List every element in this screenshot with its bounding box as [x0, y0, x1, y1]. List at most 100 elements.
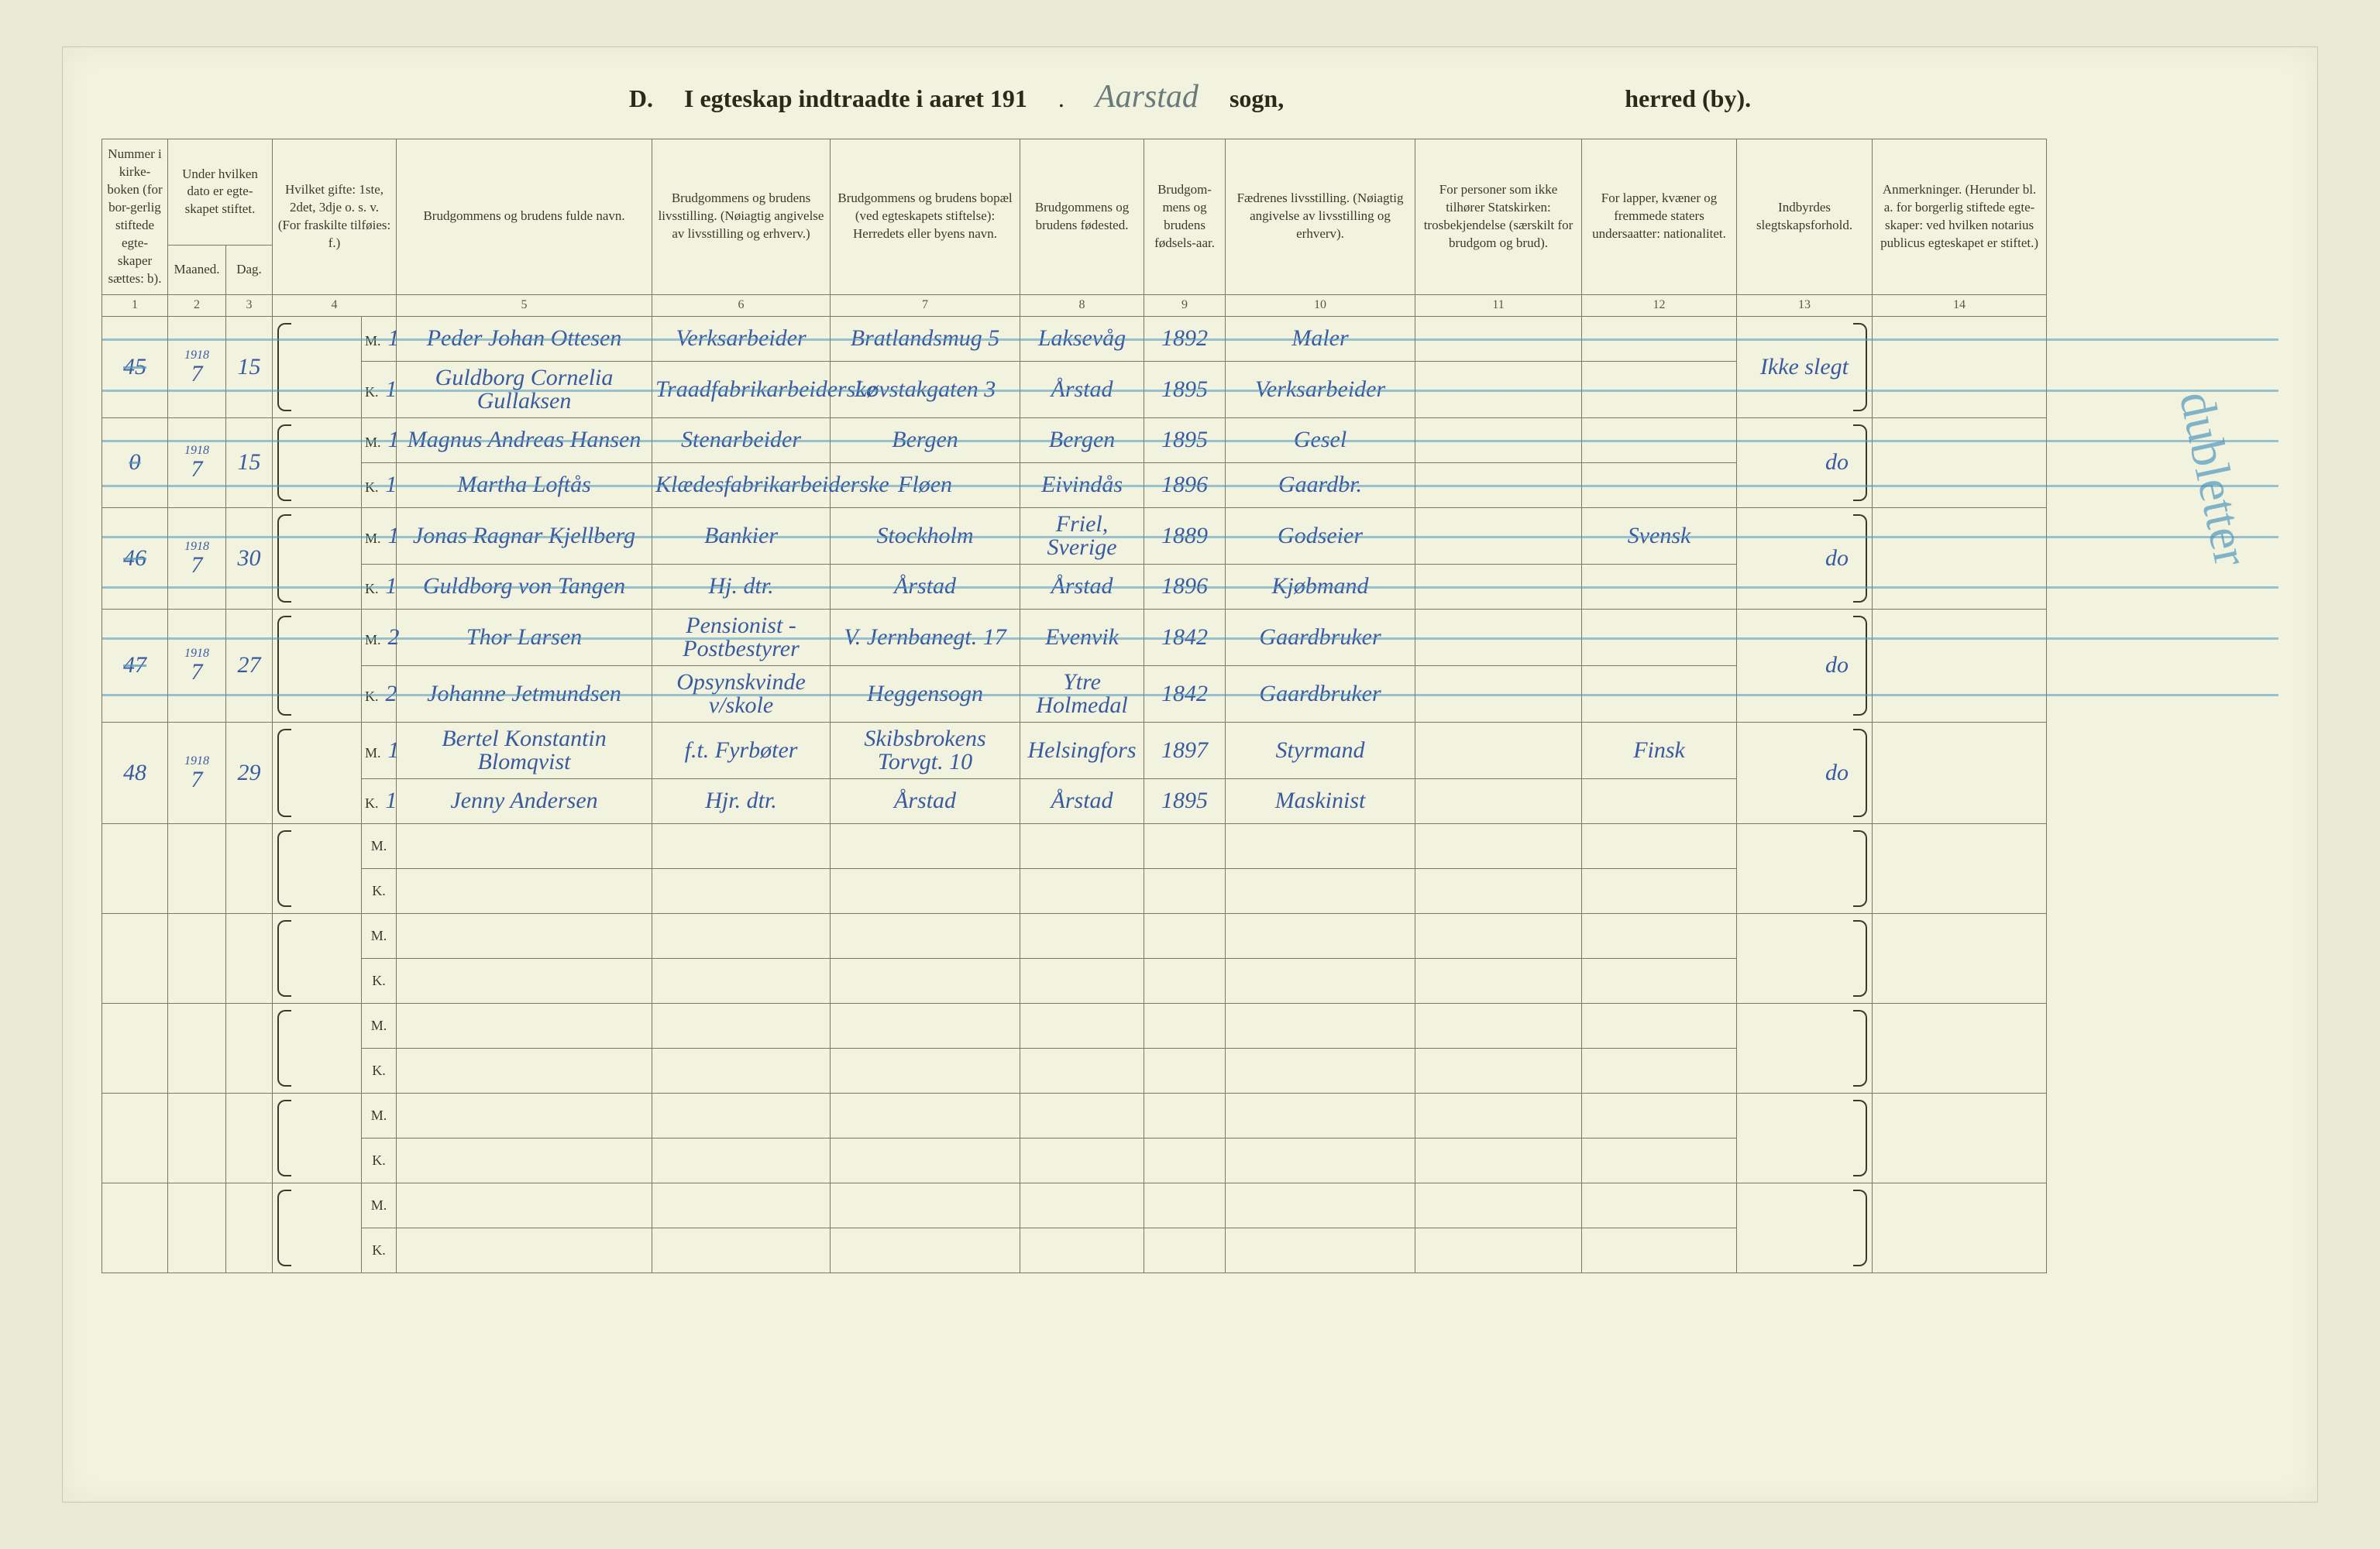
bride-birthyear: 1895 [1144, 361, 1226, 417]
empty-cell [1226, 913, 1415, 958]
bride-name: Johanne Jetmundsen [397, 665, 652, 722]
groom-birthyear: 1895 [1144, 417, 1226, 462]
col-header-4: Hvilket gifte: 1ste, 2det, 3dje o. s. v.… [273, 139, 397, 295]
entry-number: 48 [102, 722, 168, 823]
page-title-line: D. I egteskap indtraadte i aaret 191 . A… [101, 78, 2279, 115]
col-header-10: Fædrenes livsstilling. (Nøiagtig angivel… [1226, 139, 1415, 295]
empty-cell [1144, 823, 1226, 868]
bride-residence: Heggensogn [831, 665, 1020, 722]
empty-cell [1020, 1228, 1144, 1273]
empty-cell [1582, 913, 1737, 958]
entry-month: 19187 [168, 507, 226, 609]
groom-occupation: Verksarbeider [652, 316, 831, 361]
table-body: 451918715M. 1Peder Johan OttesenVerksarb… [102, 316, 2279, 1273]
bride-birthplace: Ytre Holmedal [1020, 665, 1144, 722]
mk-bride: K. 2 [362, 665, 397, 722]
empty-cell [1226, 1228, 1415, 1273]
empty-day [226, 1183, 273, 1273]
empty-col14 [1873, 913, 2047, 1003]
bride-birthplace: Årstad [1020, 778, 1144, 823]
groom-birthplace: Laksevåg [1020, 316, 1144, 361]
groom-birthyear: 1842 [1144, 609, 1226, 665]
entry-day: 15 [226, 316, 273, 417]
title-sogn: sogn, [1230, 84, 1284, 113]
bride-occupation: Hjr. dtr. [652, 778, 831, 823]
groom-name: Magnus Andreas Hansen [397, 417, 652, 462]
empty-cell [652, 868, 831, 913]
entry-month: 19187 [168, 316, 226, 417]
col-header-8: Brudgommens og brudens fødested. [1020, 139, 1144, 295]
empty-month [168, 1093, 226, 1183]
bracket-right [1737, 1183, 1873, 1273]
bride-occupation: Traadfabrikarbeiderske [652, 361, 831, 417]
col11-bride [1415, 778, 1582, 823]
empty-cell [1144, 1048, 1226, 1093]
empty-cell [1415, 958, 1582, 1003]
empty-cell [1415, 1003, 1582, 1048]
empty-cell [1020, 1093, 1144, 1138]
groom-father-occ: Maler [1226, 316, 1415, 361]
empty-cell [831, 913, 1020, 958]
groom-residence: Skibsbrokens Torvgt. 10 [831, 722, 1020, 778]
col14 [1873, 722, 2047, 823]
bracket-left [273, 913, 362, 1003]
mk-bride: K. 1 [362, 564, 397, 609]
empty-cell [397, 1093, 652, 1138]
entry-day: 15 [226, 417, 273, 507]
groom-birthplace: Bergen [1020, 417, 1144, 462]
col14 [1873, 316, 2047, 417]
empty-cell [1226, 1093, 1415, 1138]
groom-birthplace: Evenvik [1020, 609, 1144, 665]
bride-birthyear: 1896 [1144, 564, 1226, 609]
mk-groom: M. 2 [362, 609, 397, 665]
empty-cell [1020, 958, 1144, 1003]
entry-row-groom: 471918727M. 2Thor LarsenPensionist - Pos… [102, 609, 2279, 665]
entry-row-groom: 01918715M. 1Magnus Andreas HansenStenarb… [102, 417, 2279, 462]
bride-birthplace: Årstad [1020, 564, 1144, 609]
empty-cell [397, 868, 652, 913]
empty-cell [1144, 913, 1226, 958]
bride-father-occ: Kjøbmand [1226, 564, 1415, 609]
empty-cell [1415, 868, 1582, 913]
bride-birthyear: 1896 [1144, 462, 1226, 507]
empty-cell [1415, 1093, 1582, 1138]
groom-residence: V. Jernbanegt. 17 [831, 609, 1020, 665]
bride-residence: Løvstakgaten 3 [831, 361, 1020, 417]
empty-cell [1020, 823, 1144, 868]
col12-bride [1582, 564, 1737, 609]
bride-occupation: Opsynskvinde v/skole [652, 665, 831, 722]
empty-cell [397, 1228, 652, 1273]
empty-month [168, 823, 226, 913]
empty-cell [397, 823, 652, 868]
col12-groom [1582, 316, 1737, 361]
bracket-right [1737, 823, 1873, 913]
mk-groom: M. 1 [362, 417, 397, 462]
bride-residence: Årstad [831, 564, 1020, 609]
empty-cell [1144, 868, 1226, 913]
mk-empty: K. [362, 1138, 397, 1183]
empty-cell [1415, 1048, 1582, 1093]
col12-bride [1582, 361, 1737, 417]
empty-row: M. [102, 1093, 2279, 1138]
entry-day: 29 [226, 722, 273, 823]
bracket-left [273, 722, 362, 823]
title-main: I egteskap indtraadte i aaret 191 [684, 84, 1027, 113]
empty-cell [1415, 1228, 1582, 1273]
empty-cell [397, 1003, 652, 1048]
empty-cell [1582, 1138, 1737, 1183]
entry-month: 19187 [168, 609, 226, 722]
col11-bride [1415, 361, 1582, 417]
empty-cell [1226, 823, 1415, 868]
col14 [1873, 609, 2047, 722]
bracket-right: Ikke slegt [1737, 316, 1873, 417]
empty-cell [831, 1003, 1020, 1048]
groom-occupation: Bankier [652, 507, 831, 564]
groom-occupation: f.t. Fyrbøter [652, 722, 831, 778]
title-prefix: D. [629, 84, 653, 113]
register-page: D. I egteskap indtraadte i aaret 191 . A… [62, 46, 2318, 1503]
bride-name: Guldborg Cornelia Gullaksen [397, 361, 652, 417]
empty-cell [1020, 1048, 1144, 1093]
bracket-left [273, 507, 362, 609]
mk-empty: M. [362, 823, 397, 868]
bride-occupation: Klædesfabrikarbeiderske [652, 462, 831, 507]
